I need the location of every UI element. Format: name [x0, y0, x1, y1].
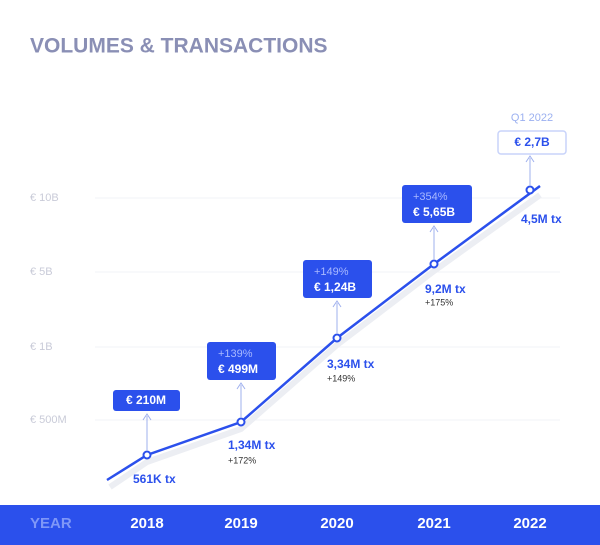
year: 2020 [320, 515, 353, 532]
growth: +149% [314, 266, 349, 278]
year: 2021 [417, 515, 450, 532]
transactions: 4,5M tx [521, 212, 562, 226]
volume: € 2,7B [514, 135, 550, 149]
line-shadow [108, 192, 542, 490]
volume: € 210M [126, 393, 166, 407]
year: 2018 [130, 515, 163, 532]
point [525, 185, 535, 195]
y-label: € 5B [30, 266, 53, 278]
point [236, 417, 246, 427]
period: Q1 2022 [511, 112, 553, 124]
growth: +139% [218, 348, 253, 360]
arrow-head [525, 155, 535, 163]
footer-label: YEAR [30, 515, 72, 532]
footer-band [0, 505, 600, 545]
transactions: 3,34M tx [327, 357, 375, 371]
arrow-head [332, 300, 342, 308]
tx-growth: +172% [228, 455, 256, 465]
volume-box [113, 390, 180, 411]
arrows [142, 155, 535, 450]
tx-growth: +149% [327, 373, 355, 383]
arrow-head [142, 413, 152, 421]
tx-growth: +175% [425, 297, 453, 307]
volume-box [497, 130, 567, 155]
transactions: 561K tx [133, 472, 176, 486]
volume: € 5,65B [413, 205, 455, 219]
year: 2022 [513, 515, 546, 532]
point [332, 333, 342, 343]
point [429, 259, 439, 269]
y-label: € 1B [30, 341, 53, 353]
y-label: € 10B [30, 192, 59, 204]
volume-box [207, 342, 276, 380]
title: VOLUMES & TRANSACTIONS [30, 35, 328, 58]
trend-line [106, 184, 541, 482]
y-label: € 500M [30, 414, 67, 426]
growth: +354% [413, 191, 448, 203]
point [142, 450, 152, 460]
volume: € 1,24B [314, 280, 356, 294]
arrow-head [429, 225, 439, 233]
transactions: 9,2M tx [425, 282, 466, 296]
volume: € 499M [218, 362, 258, 376]
transactions: 1,34M tx [228, 438, 276, 452]
volume-box [402, 185, 472, 223]
volume-box [303, 260, 372, 298]
year: 2019 [224, 515, 257, 532]
arrow-head [236, 382, 246, 390]
